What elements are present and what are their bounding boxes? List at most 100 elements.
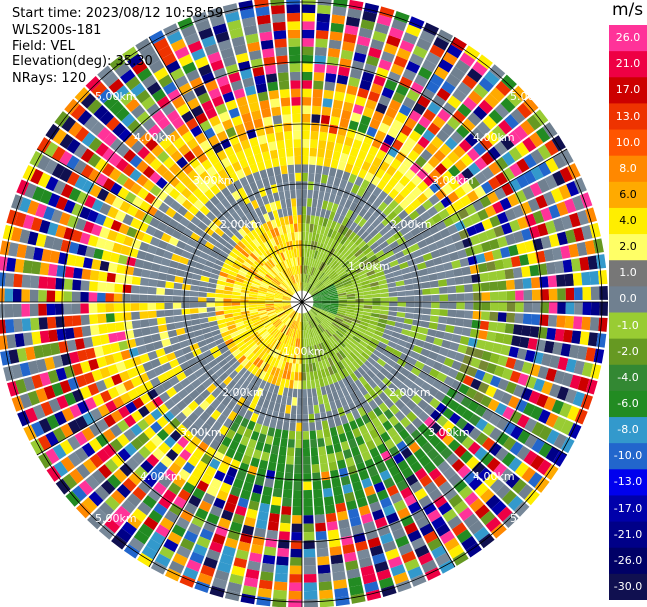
- ray-gate: [267, 211, 275, 221]
- ray-gate: [80, 164, 94, 179]
- ray-gate: [462, 470, 477, 485]
- ray-gate: [237, 497, 249, 509]
- ray-gate: [417, 333, 427, 342]
- ray-gate: [143, 474, 158, 488]
- ray-gate: [477, 262, 488, 273]
- ray-gate: [259, 99, 270, 110]
- ray-gate: [447, 151, 460, 164]
- ray-gate: [425, 335, 435, 344]
- ray-gate: [428, 488, 443, 502]
- ray-gate: [414, 74, 429, 88]
- ray-gate: [349, 221, 358, 232]
- ray-gate: [485, 494, 501, 510]
- ray-gate: [402, 247, 412, 256]
- ray-gate: [468, 90, 483, 105]
- ray-gate: [183, 367, 194, 377]
- ray-gate: [240, 417, 250, 428]
- ray-gate: [275, 174, 283, 184]
- ray-gate: [66, 339, 77, 352]
- ray-gate: [509, 410, 523, 424]
- ray-gate: [387, 427, 398, 438]
- ray-gate: [191, 247, 202, 257]
- ray-gate: [494, 402, 508, 416]
- ray-gate: [163, 423, 175, 436]
- ray-gate: [531, 438, 546, 454]
- ray-gate: [397, 459, 410, 472]
- ray-gate: [161, 338, 172, 348]
- ray-gate: [412, 102, 427, 116]
- ray-gate: [358, 197, 368, 208]
- ray-gate: [242, 166, 252, 177]
- ray-gate: [302, 130, 310, 140]
- ray-gate: [46, 290, 56, 302]
- ray-gate: [481, 166, 495, 180]
- ray-gate: [304, 293, 311, 300]
- ray-gate: [459, 363, 470, 374]
- ray-gate: [395, 317, 405, 323]
- ray-gate: [270, 282, 279, 288]
- ray-gate: [355, 357, 364, 367]
- ray-gate: [268, 326, 277, 334]
- ray-gate: [290, 300, 299, 302]
- ray-gate: [346, 384, 354, 395]
- ray-gate: [139, 286, 149, 294]
- colorbar-tick-label: -13.0: [613, 475, 643, 489]
- ray-gate: [394, 399, 406, 410]
- ray-gate: [49, 342, 61, 356]
- ray-gate: [88, 491, 104, 507]
- ray-gate: [318, 360, 324, 370]
- ray-gate: [486, 191, 499, 204]
- ray-gate: [173, 137, 186, 150]
- ray-gate: [322, 254, 329, 263]
- ray-gate: [209, 325, 220, 332]
- ray-gate: [99, 334, 110, 345]
- ray-gate: [273, 302, 283, 304]
- ray-gate: [291, 296, 300, 301]
- ray-gate: [598, 270, 608, 285]
- ray-gate: [551, 399, 565, 415]
- ray-gate: [269, 149, 279, 160]
- ray-gate: [444, 269, 455, 279]
- ray-gate: [23, 424, 37, 441]
- ray-gate: [254, 527, 266, 538]
- ray-gate: [523, 302, 533, 313]
- ray-gate: [510, 425, 524, 440]
- ray-gate: [335, 451, 345, 462]
- ray-gate: [257, 134, 267, 145]
- ray-gate: [139, 132, 153, 146]
- ray-gate: [273, 581, 288, 591]
- ray-gate: [53, 461, 69, 477]
- ray-gate: [171, 116, 185, 130]
- ray-gate: [257, 290, 267, 295]
- ray-gate: [195, 429, 207, 441]
- ray-gate: [272, 21, 286, 32]
- ray-gate: [227, 238, 237, 248]
- ray-gate: [473, 105, 488, 121]
- ray-gate: [234, 244, 244, 253]
- ray-gate: [443, 376, 455, 387]
- ray-gate: [328, 326, 336, 334]
- ray-gate: [252, 346, 261, 355]
- ray-gate: [346, 309, 355, 313]
- ray-gate: [312, 295, 322, 299]
- ray-gate: [408, 501, 422, 514]
- ray-gate: [365, 439, 376, 451]
- ray-gate: [290, 258, 295, 267]
- ray-gate: [569, 374, 582, 390]
- ray-gate: [250, 492, 262, 503]
- ray-gate: [377, 254, 387, 262]
- ray-gate: [372, 349, 383, 358]
- ray-gate: [275, 394, 283, 404]
- ray-gate: [67, 451, 82, 467]
- ray-gate: [241, 225, 251, 235]
- colorbar-swatch: [609, 260, 647, 287]
- ray-gate: [446, 116, 461, 130]
- ray-gate: [106, 323, 117, 333]
- ray-gate: [108, 332, 118, 343]
- ray-gate: [233, 179, 243, 191]
- ray-gate: [331, 435, 340, 445]
- ray-gate: [464, 491, 479, 506]
- ray-gate: [266, 292, 275, 297]
- ray-gate: [363, 382, 373, 393]
- ray-gate: [368, 254, 378, 263]
